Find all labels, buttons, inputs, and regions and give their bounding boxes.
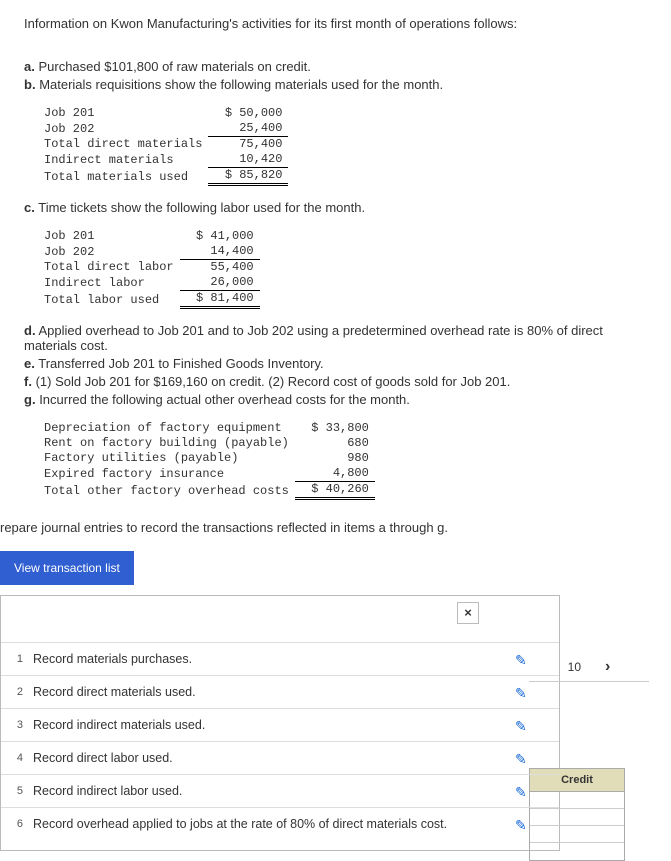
table-row: Rent on factory building (payable)680 xyxy=(44,436,375,451)
item-f-text: (1) Sold Job 201 for $169,160 on credit.… xyxy=(36,374,511,389)
transaction-row[interactable]: 6 Record overhead applied to jobs at the… xyxy=(1,807,559,840)
edit-icon[interactable]: ✎ xyxy=(515,784,529,798)
item-c-text: Time tickets show the following labor us… xyxy=(38,200,365,215)
intro-text: Information on Kwon Manufacturing's acti… xyxy=(24,16,647,31)
edit-icon[interactable]: ✎ xyxy=(515,685,529,699)
table-row: Job 201$ 41,000 xyxy=(44,229,260,244)
table-row: Depreciation of factory equipment$ 33,80… xyxy=(44,421,375,436)
item-a: a. Purchased $101,800 of raw materials o… xyxy=(24,59,647,74)
item-b-text: Materials requisitions show the followin… xyxy=(39,77,443,92)
table-row: Job 20225,400 xyxy=(44,121,288,137)
table-row: Total direct labor55,400 xyxy=(44,260,260,276)
item-a-text: Purchased $101,800 of raw materials on c… xyxy=(38,59,310,74)
transaction-number: 1 xyxy=(5,653,23,665)
transaction-number: 3 xyxy=(5,719,23,731)
item-b: b. Materials requisitions show the follo… xyxy=(24,77,647,92)
transaction-row[interactable]: 3 Record indirect materials used. ✎ xyxy=(1,708,559,741)
table-row: Indirect materials10,420 xyxy=(44,152,288,168)
close-icon[interactable]: × xyxy=(457,602,479,624)
transaction-row[interactable]: 4 Record direct labor used. ✎ xyxy=(1,741,559,774)
item-c-letter: c. xyxy=(24,200,35,215)
page-number: 10 xyxy=(568,660,581,674)
item-e: e. Transferred Job 201 to Finished Goods… xyxy=(24,356,647,371)
transaction-panel: × 10 › Credit 1 Record materials purchas… xyxy=(0,595,560,851)
table-row: Job 20214,400 xyxy=(44,244,260,260)
table-row: Indirect labor26,000 xyxy=(44,275,260,291)
item-e-letter: e. xyxy=(24,356,35,371)
table-row: Total materials used$ 85,820 xyxy=(44,168,288,185)
credit-cell[interactable] xyxy=(530,843,624,860)
transaction-label: Record indirect materials used. xyxy=(33,718,551,732)
transaction-number: 6 xyxy=(5,818,23,830)
transaction-label: Record direct materials used. xyxy=(33,685,551,699)
transaction-row[interactable]: 1 Record materials purchases. ✎ xyxy=(1,642,559,675)
item-f-letter: f. xyxy=(24,374,32,389)
chevron-right-icon[interactable]: › xyxy=(605,658,610,676)
edit-icon[interactable]: ✎ xyxy=(515,718,529,732)
labor-table: Job 201$ 41,000 Job 20214,400 Total dire… xyxy=(44,229,260,309)
transaction-label: Record overhead applied to jobs at the r… xyxy=(33,817,551,831)
transaction-number: 2 xyxy=(5,686,23,698)
item-g-text: Incurred the following actual other over… xyxy=(39,392,410,407)
transaction-row[interactable]: 5 Record indirect labor used. ✎ xyxy=(1,774,559,807)
transaction-number: 5 xyxy=(5,785,23,797)
item-d: d. Applied overhead to Job 201 and to Jo… xyxy=(24,323,647,353)
edit-icon[interactable]: ✎ xyxy=(515,817,529,831)
transaction-label: Record direct labor used. xyxy=(33,751,551,765)
transaction-number: 4 xyxy=(5,752,23,764)
table-row: Total other factory overhead costs$ 40,2… xyxy=(44,482,375,499)
table-row: Expired factory insurance4,800 xyxy=(44,466,375,482)
item-c: c. Time tickets show the following labor… xyxy=(24,200,647,215)
item-g-letter: g. xyxy=(24,392,36,407)
transaction-list: 1 Record materials purchases. ✎ 2 Record… xyxy=(1,642,559,840)
transaction-row[interactable]: 2 Record direct materials used. ✎ xyxy=(1,675,559,708)
item-a-letter: a. xyxy=(24,59,35,74)
item-d-text: Applied overhead to Job 201 and to Job 2… xyxy=(24,323,603,353)
edit-icon[interactable]: ✎ xyxy=(515,751,529,765)
item-b-letter: b. xyxy=(24,77,36,92)
materials-table: Job 201$ 50,000 Job 20225,400 Total dire… xyxy=(44,106,288,186)
table-row: Job 201$ 50,000 xyxy=(44,106,288,121)
item-g: g. Incurred the following actual other o… xyxy=(24,392,647,407)
edit-icon[interactable]: ✎ xyxy=(515,652,529,666)
item-d-letter: d. xyxy=(24,323,36,338)
view-transaction-list-button[interactable]: View transaction list xyxy=(0,551,134,585)
item-f: f. (1) Sold Job 201 for $169,160 on cred… xyxy=(24,374,647,389)
transaction-label: Record indirect labor used. xyxy=(33,784,551,798)
transaction-label: Record materials purchases. xyxy=(33,652,551,666)
overhead-table: Depreciation of factory equipment$ 33,80… xyxy=(44,421,375,500)
prompt-text: repare journal entries to record the tra… xyxy=(0,520,671,535)
table-row: Factory utilities (payable)980 xyxy=(44,451,375,466)
table-row: Total direct materials75,400 xyxy=(44,137,288,153)
table-row: Total labor used$ 81,400 xyxy=(44,291,260,308)
item-e-text: Transferred Job 201 to Finished Goods In… xyxy=(38,356,323,371)
